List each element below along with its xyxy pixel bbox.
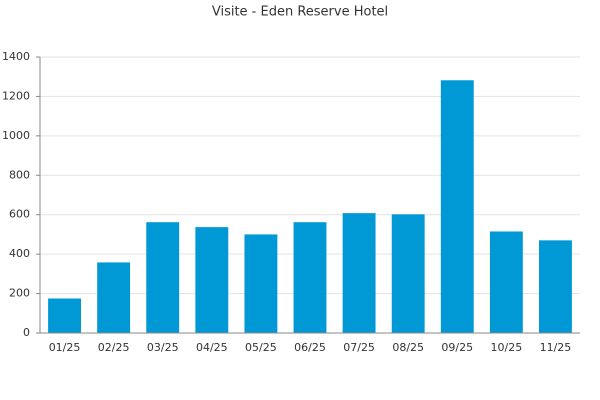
x-tick-label: 07/25 — [343, 341, 375, 354]
bar — [195, 227, 229, 333]
y-tick-label: 0 — [23, 326, 30, 339]
y-tick-label: 400 — [9, 247, 30, 260]
x-tick-label: 08/25 — [392, 341, 424, 354]
bar — [293, 222, 327, 333]
y-tick-label: 800 — [9, 168, 30, 181]
x-tick-label: 09/25 — [441, 341, 473, 354]
bar — [97, 262, 131, 333]
bar — [244, 234, 278, 333]
x-tick-label: 11/25 — [540, 341, 572, 354]
x-tick-label: 05/25 — [245, 341, 277, 354]
bar — [391, 214, 425, 333]
x-tick-label: 10/25 — [491, 341, 523, 354]
bar — [146, 222, 180, 333]
y-tick-label: 1400 — [2, 50, 30, 63]
bar — [342, 213, 376, 333]
y-tick-label: 600 — [9, 208, 30, 221]
x-tick-label: 02/25 — [98, 341, 130, 354]
bar — [539, 240, 572, 333]
bar — [48, 298, 81, 333]
y-tick-label: 1200 — [2, 89, 30, 102]
bar — [440, 80, 474, 334]
x-tick-label: 03/25 — [147, 341, 179, 354]
x-tick-label: 04/25 — [196, 341, 228, 354]
y-tick-label: 1000 — [2, 129, 30, 142]
x-tick-label: 06/25 — [294, 341, 326, 354]
chart-title: Visite - Eden Reserve Hotel — [212, 5, 388, 20]
y-tick-label: 200 — [9, 287, 30, 300]
bar — [489, 231, 523, 333]
x-tick-label: 01/25 — [49, 341, 81, 354]
